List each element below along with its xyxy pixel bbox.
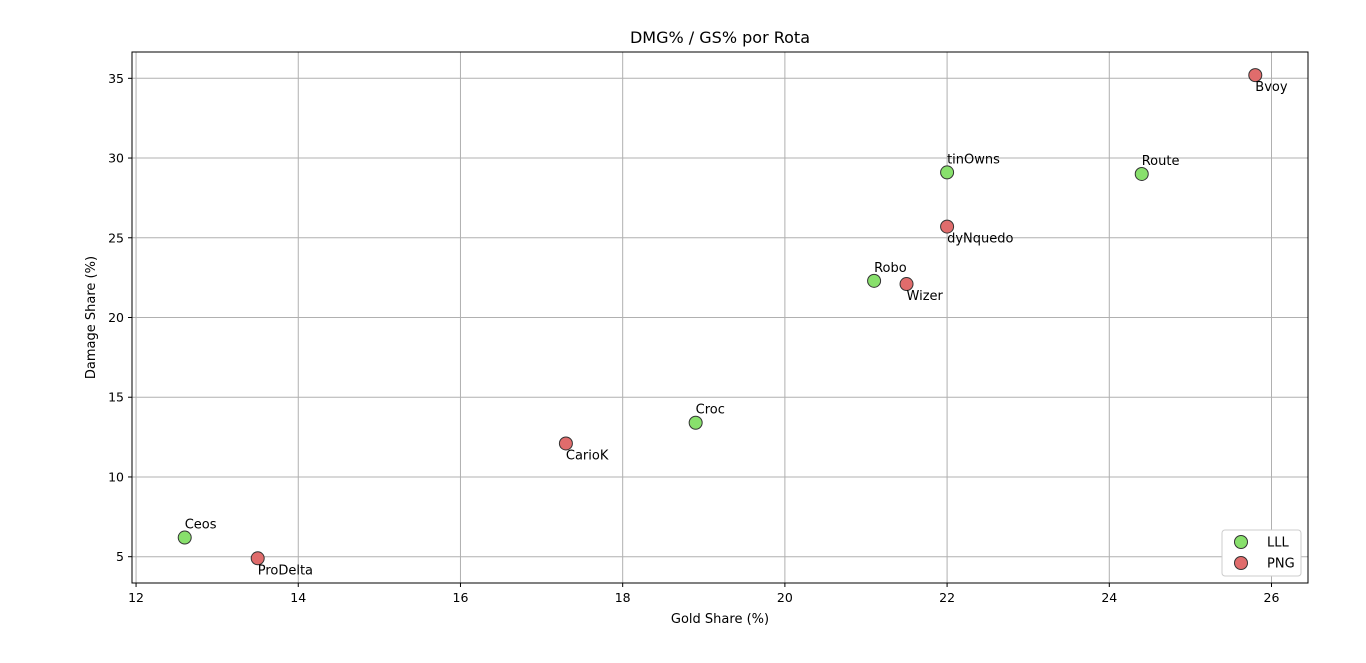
y-tick-label: 10 [108, 469, 124, 484]
y-tick-label: 35 [108, 71, 124, 86]
x-axis-label: Gold Share (%) [671, 612, 769, 627]
legend-marker [1234, 535, 1248, 549]
legend-marker [1234, 556, 1248, 570]
point-label: tinOwns [947, 152, 1000, 167]
y-tick-label: 25 [108, 230, 124, 245]
legend: LLL PNG [1221, 529, 1302, 577]
grid-layer [132, 52, 1308, 583]
data-point-lll [688, 415, 703, 430]
point-label: Robo [874, 261, 907, 276]
point-label: Bvoy [1255, 80, 1288, 95]
data-point-png [1248, 68, 1263, 83]
point-label: Route [1142, 154, 1180, 169]
data-point-png [940, 219, 955, 234]
x-tick-label: 18 [615, 590, 631, 605]
x-tick-label: 14 [290, 590, 306, 605]
data-point-lll [177, 530, 192, 545]
point-label: ProDelta [258, 563, 313, 578]
tick-layer: 12 14 16 18 20 22 24 26 5 10 15 20 25 30 35 [108, 71, 1279, 605]
x-tick-label: 16 [453, 590, 469, 605]
x-tick-label: 12 [128, 590, 144, 605]
y-tick-label: 20 [108, 310, 124, 325]
point-label: dyNquedo [947, 232, 1013, 247]
data-point-lll [1134, 166, 1149, 181]
chart-title: DMG% / GS% por Rota [630, 28, 810, 47]
point-layer: Ceos Croc Robo tinOwns Route ProDelta CarioK Wi… [177, 68, 1288, 578]
x-tick-label: 20 [777, 590, 793, 605]
data-point-lll [867, 273, 882, 288]
x-tick-label: 22 [939, 590, 955, 605]
point-label: Wizer [907, 289, 944, 304]
y-axis-label: Damage Share (%) [84, 256, 99, 379]
point-label: Ceos [185, 518, 217, 533]
x-tick-label: 24 [1101, 590, 1117, 605]
data-point-png [558, 436, 573, 451]
point-label: Croc [696, 403, 725, 418]
point-label: CarioK [566, 448, 609, 463]
y-tick-label: 15 [108, 390, 124, 405]
y-tick-label: 5 [116, 549, 124, 564]
y-tick-label: 30 [108, 151, 124, 166]
legend-label: LLL [1267, 536, 1289, 551]
data-point-png [250, 551, 265, 566]
data-point-png [899, 277, 914, 292]
x-tick-label: 26 [1264, 590, 1280, 605]
legend-label: PNG [1267, 557, 1295, 572]
data-point-lll [940, 165, 955, 180]
